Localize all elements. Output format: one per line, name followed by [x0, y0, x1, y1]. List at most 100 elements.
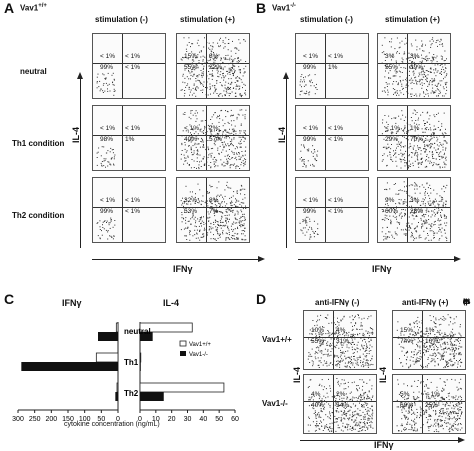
quadrant-ul-percent: < 1% [303, 125, 318, 132]
panel-b-letter: B [256, 0, 267, 16]
panel-b-xlabel: IFNγ [372, 264, 392, 274]
scatter-dots [180, 181, 247, 241]
quadrant-ll-percent: 99% [303, 64, 317, 71]
scatter-dots [396, 314, 463, 369]
quadrant-ll-percent: 40% [184, 136, 198, 143]
panel-d-row-label-0: Vav1+/+ [262, 335, 292, 344]
panel-a-letter: A [4, 0, 15, 16]
quadrant-ur-percent: < 1% [125, 53, 140, 60]
quadrant-ll-percent: 53% [184, 208, 198, 215]
quadrant-ur-percent: < 1% [125, 125, 140, 132]
quadrant-vline [422, 311, 423, 369]
panel-a-col-neg: stimulation (-) [95, 15, 148, 24]
caption-line: o [463, 297, 468, 306]
quadrant-ll-percent: 99% [303, 136, 317, 143]
panel-a-row-label-1: Th1 condition [12, 139, 65, 148]
quadrant-ur-percent: 8% [209, 197, 219, 204]
scatter-dots [396, 378, 463, 433]
quadrant-hline [304, 337, 376, 338]
panel-d-letter: D [256, 291, 267, 307]
panel-b-plot: < 1% < 1% 99% < 1% [295, 105, 369, 171]
left-tick-label: 100 [79, 416, 91, 423]
right-tick-label: 10 [152, 416, 160, 423]
quadrant-ul-percent: 10% [311, 327, 325, 334]
quadrant-ll-percent: 98% [100, 136, 114, 143]
quadrant-hline [393, 401, 465, 402]
caption-line: m [463, 297, 470, 306]
panel-c-xlabel: cytokine concentration (ng/mL) [64, 421, 160, 428]
il4-ko-bar [140, 362, 141, 371]
quadrant-ul-percent: < 1% [100, 53, 115, 60]
chart-row-label: neutral [124, 327, 151, 336]
quadrant-ur-percent: 4% [336, 327, 346, 334]
quadrant-ul-percent: 15% [184, 53, 198, 60]
right-tick-label: 30 [184, 416, 192, 423]
quadrant-ul-percent: < 1% [385, 125, 400, 132]
legend-swatch-ko [180, 351, 186, 356]
scatter-dots [381, 109, 448, 169]
panel-b-plot: 9% 3% 60% 28% [377, 177, 451, 243]
il4-wt-bar [139, 352, 142, 363]
scatter-dots [299, 74, 318, 96]
scatter-dots [299, 216, 319, 240]
panel-b-plot: 3% 3% 55% 39% [377, 33, 451, 99]
quadrant-vline [325, 106, 326, 170]
quadrant-lr-percent: < 1% [328, 136, 343, 143]
quadrant-ur-percent: < 1% [425, 391, 440, 398]
quadrant-hline [296, 63, 368, 64]
il4-ko-bar [140, 332, 153, 341]
panel-a-genotype: Vav1+/+ [20, 3, 47, 13]
panel-b-y-arrowhead [283, 72, 289, 79]
panel-d-ylabel-left: IL-4 [292, 367, 302, 384]
panel-b-plot: < 1% < 1% 99% 1% [295, 33, 369, 99]
panel-a-row-label-0: neutral [20, 67, 47, 76]
quadrant-vline [122, 106, 123, 170]
caption-line: a [463, 297, 468, 306]
quadrant-ll-percent: 99% [303, 208, 317, 215]
caption-line: o [463, 297, 468, 306]
quadrant-vline [333, 311, 334, 369]
panel-d-ylabel-right: IL-4 [378, 367, 388, 384]
panel-a-y-arrowhead [77, 72, 83, 79]
quadrant-lr-percent: < 1% [328, 208, 343, 215]
quadrant-ur-percent: 1% [425, 327, 435, 334]
quadrant-ur-percent: 1% [410, 125, 420, 132]
caption-line: o [463, 297, 468, 306]
quadrant-lr-percent: 25% [425, 402, 439, 409]
scatter-dots [96, 146, 116, 168]
scatter-dots [96, 217, 116, 240]
left-tick-label: 150 [62, 416, 74, 423]
quadrant-vline [407, 106, 408, 170]
quadrant-hline [393, 337, 465, 338]
panel-b-x-arrow [298, 259, 456, 260]
right-tick-label: 20 [168, 416, 176, 423]
quadrant-ul-percent: 32% [184, 197, 198, 204]
quadrant-ul-percent: 3% [385, 53, 395, 60]
chart-row-label: Th2 [124, 389, 139, 398]
panel-d-x-arrow [300, 440, 460, 441]
left-tick-label: 200 [45, 416, 57, 423]
quadrant-lr-percent: 1% [125, 136, 135, 143]
quadrant-ur-percent: < 1% [328, 125, 343, 132]
quadrant-hline [93, 63, 165, 64]
il4-wt-bar [139, 382, 225, 393]
panel-a-plot: 15% 8% 55% 22% [176, 33, 250, 99]
panel-c-chart: 300 250 200 150 100 50 0 0 10 20 30 40 50 60 neutral Th… [12, 322, 239, 423]
panel-b-plot: < 1% < 1% 99% < 1% [295, 177, 369, 243]
scatter-dots [96, 72, 116, 96]
right-tick-label: 60 [231, 416, 239, 423]
il4-wt-bar [139, 322, 193, 333]
quadrant-ll-percent: 99% [100, 208, 114, 215]
panel-a-plot: < 1% < 1% 99% < 1% [92, 177, 166, 243]
panel-c-left-title: IFNγ [62, 298, 82, 308]
quadrant-ul-percent: 9% [385, 197, 395, 204]
quadrant-ll-percent: 40% [311, 402, 325, 409]
caption-line: m [463, 297, 470, 306]
quadrant-ll-percent: 60% [385, 208, 399, 215]
panel-d-plot: 4% 2% 40% 54% [303, 374, 377, 434]
ifn-ko-bar [21, 362, 118, 371]
quadrant-vline [333, 375, 334, 433]
caption-line: (S [463, 297, 471, 306]
quadrant-ll-percent: 29% [385, 136, 399, 143]
quadrant-vline [407, 178, 408, 242]
